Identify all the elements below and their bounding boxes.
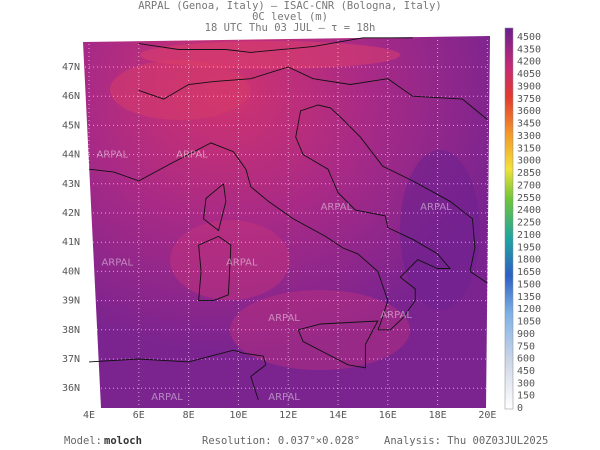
colorbar-label: 1500 — [517, 279, 541, 290]
colorbar-label: 1650 — [517, 267, 541, 278]
lat-label: 39N — [62, 296, 80, 307]
lat-label: 41N — [62, 237, 80, 248]
colorbar-label: 3150 — [517, 143, 541, 154]
coastline — [138, 66, 488, 120]
lat-label: 43N — [62, 179, 80, 190]
footer-model: moloch — [104, 435, 142, 447]
lon-label: 10E — [229, 410, 247, 421]
colorbar-label: 3300 — [517, 131, 541, 142]
colorbar — [504, 27, 514, 410]
lon-label: 8E — [183, 410, 195, 421]
coastline — [198, 235, 232, 302]
colorbar-label: 1050 — [517, 317, 541, 328]
colorbar-label: 150 — [517, 391, 535, 402]
footer-analysis: Analysis: Thu 00Z03JUL2025 — [384, 435, 548, 447]
lon-label: 16E — [379, 410, 397, 421]
colorbar-label: 0 — [517, 403, 523, 414]
lat-label: 38N — [62, 325, 80, 336]
watermark: ARPAL — [321, 202, 353, 213]
footer-resolution: Resolution: 0.037°×0.028° — [202, 435, 360, 447]
header-line: 18 UTC Thu 03 JUL – τ = 18h — [205, 22, 376, 34]
header-line: ARPAL (Genoa, Italy) – ISAC-CNR (Bologna… — [138, 0, 441, 12]
colorbar-label: 3450 — [517, 119, 541, 130]
coastline — [88, 104, 488, 331]
colorbar-label: 450 — [517, 366, 535, 377]
colorbar-label: 900 — [517, 329, 535, 340]
coastline — [138, 37, 413, 53]
colorbar-label: 2400 — [517, 205, 541, 216]
watermark: ARPAL — [176, 150, 208, 161]
lat-label: 44N — [62, 150, 80, 161]
watermark: ARPAL — [101, 258, 133, 269]
lon-label: 18E — [429, 410, 447, 421]
colorbar-label: 4050 — [517, 69, 541, 80]
field-patch — [140, 41, 400, 69]
watermark: ARPAL — [96, 150, 128, 161]
colorbar-label: 2250 — [517, 218, 541, 229]
watermark: ARPAL — [226, 258, 258, 269]
colorbar-label: 2550 — [517, 193, 541, 204]
lat-label: 46N — [62, 91, 80, 102]
footer-model-label: Model: — [64, 435, 102, 447]
colorbar-label: 3000 — [517, 156, 541, 167]
lat-label: 37N — [62, 354, 80, 365]
lon-label: 6E — [133, 410, 145, 421]
coastline — [297, 320, 379, 369]
field-patch — [400, 150, 480, 310]
lat-label: 40N — [62, 266, 80, 277]
colorbar-label: 300 — [517, 378, 535, 389]
watermark: ARPAL — [380, 310, 412, 321]
watermark: ARPAL — [268, 313, 300, 324]
colorbar-label: 1950 — [517, 242, 541, 253]
colorbar-label: 4350 — [517, 44, 541, 55]
colorbar-label: 600 — [517, 354, 535, 365]
colorbar-label: 1200 — [517, 304, 541, 315]
lat-label: 36N — [62, 383, 80, 394]
watermark: ARPAL — [268, 392, 300, 403]
colorbar-label: 3750 — [517, 94, 541, 105]
colorbar-label: 3900 — [517, 81, 541, 92]
lat-label: 47N — [62, 62, 80, 73]
colorbar-label: 1350 — [517, 292, 541, 303]
colorbar-label: 4500 — [517, 32, 541, 43]
coastline — [203, 183, 227, 232]
lat-label: 42N — [62, 208, 80, 219]
lon-label: 4E — [83, 410, 95, 421]
colorbar-label: 2700 — [517, 180, 541, 191]
coastline — [88, 349, 267, 401]
lon-label: 20E — [478, 410, 496, 421]
colorbar-label: 3600 — [517, 106, 541, 117]
lon-label: 14E — [329, 410, 347, 421]
watermark: ARPAL — [151, 392, 183, 403]
lat-label: 45N — [62, 120, 80, 131]
colorbar-label: 4200 — [517, 57, 541, 68]
watermark: ARPAL — [420, 202, 452, 213]
colorbar-label: 750 — [517, 341, 535, 352]
colorbar-label: 2850 — [517, 168, 541, 179]
colorbar-label: 2100 — [517, 230, 541, 241]
header-line: 0C level (m) — [252, 11, 328, 23]
lon-label: 12E — [279, 410, 297, 421]
colorbar-label: 1800 — [517, 255, 541, 266]
